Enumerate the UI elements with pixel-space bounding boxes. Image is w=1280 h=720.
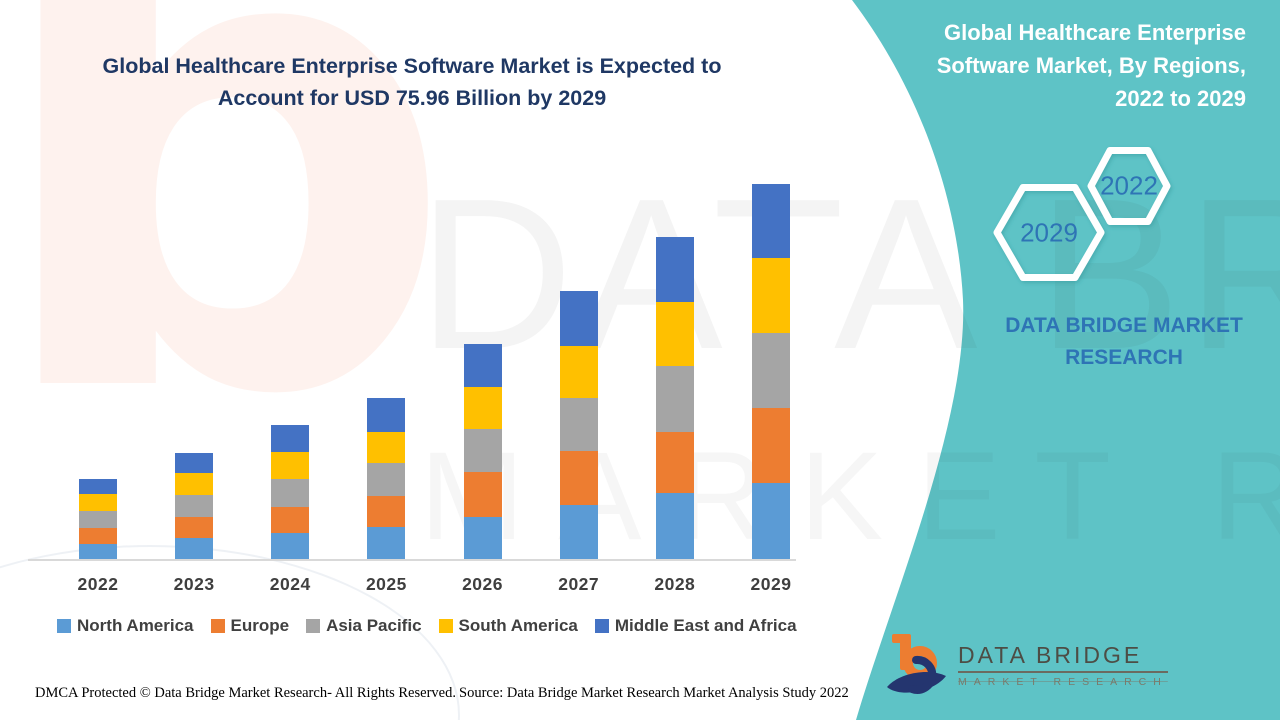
legend-label: Asia Pacific <box>326 616 422 635</box>
bar-segment-2028-asia-pacific <box>655 366 694 432</box>
logo-name: DATA BRIDGE <box>958 642 1168 673</box>
hexagon-label-2022: 2022 <box>1100 170 1158 201</box>
legend-item-south-america: South America <box>438 616 578 636</box>
page-title-line2: Account for USD 75.96 Billion by 2029 <box>217 86 607 110</box>
bar-segment-2022-asia-pacific <box>79 511 117 528</box>
x-axis-label-2023: 2023 <box>173 574 215 594</box>
bar-segment-2024-asia-pacific <box>271 479 310 507</box>
bar-segment-2026-europe <box>463 471 502 518</box>
legend-label: Middle East and Africa <box>614 616 797 635</box>
bar-segment-2026-asia-pacific <box>463 429 502 472</box>
bar-segment-2024-middle-east-and-africa <box>271 424 310 453</box>
page-title-line1: Global Healthcare Enterprise Software Ma… <box>102 54 722 78</box>
bar-segment-2028-north-america <box>655 492 694 559</box>
company-logo: DATA BRIDGE MARKET RESEARCH <box>886 632 1168 698</box>
bar-segment-2023-europe <box>175 517 214 538</box>
bar-segment-2028-europe <box>655 431 694 493</box>
legend-label: Europe <box>230 616 290 635</box>
bar-segment-2026-middle-east-and-africa <box>463 344 502 388</box>
x-axis-label-2029: 2029 <box>750 574 792 594</box>
bar-segment-2022-europe <box>79 527 117 545</box>
bar-segment-2026-south-america <box>463 387 502 430</box>
legend-swatch <box>594 619 609 633</box>
data-bridge-logo-icon <box>887 634 946 694</box>
legend-item-middle-east-and-africa: Middle East and Africa <box>594 616 797 636</box>
x-axis-line <box>28 559 796 561</box>
page-title: Global Healthcare Enterprise Software Ma… <box>72 50 752 114</box>
legend-label: North America <box>77 616 194 635</box>
legend-swatch <box>306 619 321 633</box>
bar-segment-2025-europe <box>367 495 406 527</box>
bar-segment-2025-south-america <box>367 432 406 464</box>
bar-segment-2029-middle-east-and-africa <box>751 184 790 258</box>
legend-swatch <box>438 619 453 633</box>
logo-subname: MARKET RESEARCH <box>958 676 1168 688</box>
watermark-text-line2: MARKET RESEARCH <box>420 425 1280 568</box>
bar-segment-2027-south-america <box>559 345 598 398</box>
bar-segment-2027-middle-east-and-africa <box>559 290 598 346</box>
x-axis-label-2024: 2024 <box>269 574 311 594</box>
bar-segment-2025-middle-east-and-africa <box>367 397 406 433</box>
bar-segment-2025-north-america <box>367 526 406 559</box>
bar-segment-2027-north-america <box>559 505 598 559</box>
bar-segment-2029-south-america <box>751 257 790 333</box>
bar-segment-2027-europe <box>559 451 598 506</box>
bar-segment-2028-south-america <box>655 301 694 367</box>
legend-label: South America <box>458 616 578 635</box>
legend-item-asia-pacific: Asia Pacific <box>306 616 422 636</box>
bar-segment-2023-middle-east-and-africa <box>175 452 214 474</box>
bar-segment-2023-north-america <box>175 537 214 559</box>
bar-segment-2022-middle-east-and-africa <box>79 479 117 495</box>
bar-segment-2027-asia-pacific <box>559 397 598 452</box>
x-axis-label-2027: 2027 <box>558 574 600 594</box>
x-axis-label-2028: 2028 <box>654 574 696 594</box>
x-axis-label-2022: 2022 <box>77 574 119 594</box>
logo-text: DATA BRIDGE MARKET RESEARCH <box>958 642 1168 688</box>
bar-segment-2028-middle-east-and-africa <box>655 237 694 302</box>
bar-segment-2022-south-america <box>79 494 117 512</box>
bar-segment-2024-europe <box>271 506 310 534</box>
legend-swatch <box>210 619 225 633</box>
bar-segment-2026-north-america <box>463 517 502 559</box>
legend-item-north-america: North America <box>57 616 194 636</box>
x-axis-label-2025: 2025 <box>365 574 407 594</box>
legend-item-europe: Europe <box>210 616 290 636</box>
bar-segment-2023-south-america <box>175 473 214 496</box>
footer-source-text: Source: Data Bridge Market Research Mark… <box>459 685 849 701</box>
bar-segment-2022-north-america <box>79 544 117 559</box>
bar-segment-2029-europe <box>751 407 790 483</box>
brand-caption: DATA BRIDGE MARKET RESEARCH <box>1005 314 1243 369</box>
x-axis-label-2026: 2026 <box>462 574 504 594</box>
hexagon-label-2029: 2029 <box>1020 217 1078 248</box>
bar-segment-2025-asia-pacific <box>367 463 406 496</box>
side-panel-title: Global Healthcare Enterprise Software Ma… <box>936 20 1246 111</box>
footer-dmca-text: DMCA Protected © Data Bridge Market Rese… <box>35 685 456 701</box>
bar-segment-2024-north-america <box>271 533 310 559</box>
bar-segment-2024-south-america <box>271 452 310 480</box>
chart-legend: North America Europe Asia Pacific South Ame… <box>57 616 797 636</box>
bar-segment-2029-north-america <box>751 482 790 559</box>
legend-swatch <box>57 619 71 633</box>
bar-segment-2023-asia-pacific <box>175 495 214 518</box>
bar-segment-2029-asia-pacific <box>751 332 790 408</box>
